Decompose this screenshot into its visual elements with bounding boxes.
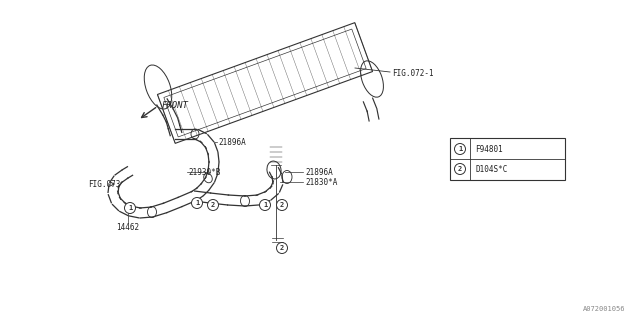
- Circle shape: [276, 243, 287, 253]
- Circle shape: [125, 203, 136, 213]
- FancyBboxPatch shape: [450, 138, 565, 180]
- Text: FIG.073: FIG.073: [88, 180, 120, 188]
- Text: FRONT: FRONT: [162, 100, 189, 109]
- Text: 2: 2: [280, 202, 284, 208]
- Text: FIG.072-1: FIG.072-1: [392, 68, 434, 77]
- Text: 2: 2: [458, 166, 462, 172]
- Circle shape: [276, 199, 287, 211]
- Text: 21930*B: 21930*B: [188, 167, 220, 177]
- Text: 2: 2: [280, 245, 284, 251]
- Text: 1: 1: [458, 146, 462, 152]
- Text: 1: 1: [195, 200, 199, 206]
- Text: 2: 2: [211, 202, 215, 208]
- Text: 21896A: 21896A: [218, 138, 246, 147]
- Text: A072001056: A072001056: [582, 306, 625, 312]
- Text: D104S*C: D104S*C: [475, 164, 508, 173]
- Text: 21830*A: 21830*A: [305, 178, 337, 187]
- Text: F94801: F94801: [475, 145, 503, 154]
- Text: 1: 1: [263, 202, 267, 208]
- Text: 21896A: 21896A: [305, 167, 333, 177]
- Circle shape: [454, 164, 465, 174]
- Circle shape: [207, 199, 218, 211]
- Circle shape: [454, 143, 465, 155]
- Text: 1: 1: [128, 205, 132, 211]
- Text: 14462: 14462: [116, 223, 140, 233]
- Circle shape: [259, 199, 271, 211]
- Circle shape: [191, 197, 202, 209]
